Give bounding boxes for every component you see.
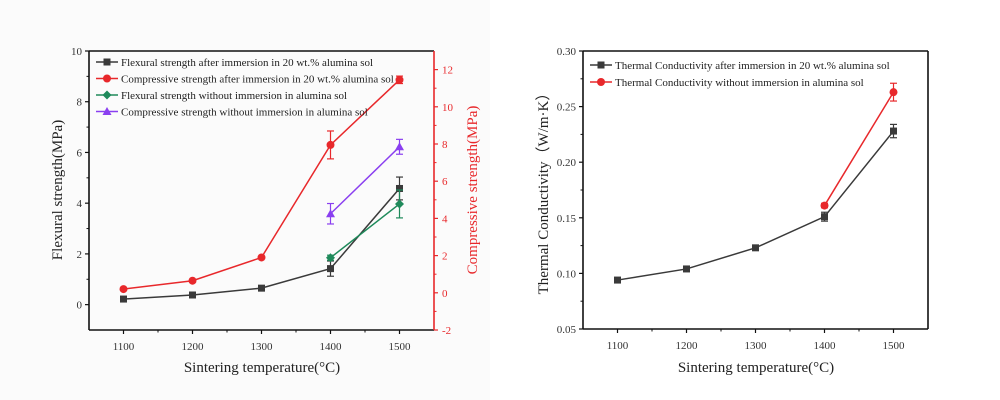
x-tick-label: 1500 [883,340,906,352]
left-chart-x-axis-title: Sintering temperature(°C) [184,360,340,376]
data-point [820,201,829,210]
legend-label: Compressive strength after immersion in … [121,74,394,86]
legend-label: Flexural strength after immersion in 20 … [121,57,373,69]
left-chart: Sintering temperature(°C) Flexural stren… [50,46,481,376]
right-chart-y-axis-title: Thermal Conductivity（W/m·K） [535,86,552,295]
y-tick-label: 0.05 [557,324,577,336]
y2-tick-label: 8 [442,139,448,151]
y-tick-label: 0.15 [557,213,577,225]
legend-marker [103,74,111,83]
x-tick-label: 1200 [182,341,205,353]
x-tick-label: 1200 [676,340,699,352]
y-tick-label: 6 [77,147,83,159]
right-chart-x-axis-title: Sintering temperature(°C) [678,360,834,376]
y-tick-label: 0.25 [557,102,577,114]
data-point [890,127,897,135]
data-point [120,295,127,303]
data-point [395,75,404,84]
data-point [326,209,335,218]
y-tick-label: 0.20 [557,157,577,169]
x-tick-label: 1100 [113,341,135,353]
y2-tick-label: 2 [442,251,448,263]
series-line [823,91,895,206]
y2-tick-label: -2 [442,325,451,337]
legend-label: Thermal Conductivity after immersion in … [615,60,890,72]
data-point [189,291,196,299]
x-tick-label: 1100 [607,340,629,352]
data-point [326,253,335,263]
x-tick-label: 1500 [389,341,412,353]
y2-tick-label: 12 [442,65,453,77]
y-tick-label: 8 [77,97,83,109]
data-point [683,265,690,273]
x-tick-label: 1400 [814,340,837,352]
x-tick-label: 1300 [251,341,274,353]
legend-marker [597,61,605,69]
y-tick-label: 0 [77,300,83,312]
data-point [752,244,759,252]
legend-marker [103,58,111,66]
data-point [396,184,403,192]
y-tick-label: 0.10 [557,268,577,280]
data-point [327,265,334,273]
data-point [821,213,828,221]
series-line [617,130,895,281]
right-chart: Sintering temperature(°C) Thermal Conduc… [535,46,929,376]
data-point [395,199,404,209]
data-point [119,285,128,294]
data-point [889,88,898,97]
legend-marker [597,78,605,86]
y2-tick-label: 4 [442,213,448,225]
x-tick-label: 1400 [320,341,343,353]
legend-label: Thermal Conductivity without immersion i… [615,77,864,89]
data-point [257,253,266,262]
y-tick-label: 0.30 [557,46,577,58]
left-chart-y-axis-title: Flexural strength(MPa) [50,120,66,260]
left-panel-background [0,0,490,400]
series-line [329,146,401,215]
data-point [188,276,197,285]
left-chart-y2-axis-title: Compressive strength(MPa) [465,106,481,275]
legend-label: Compressive strength without immersion i… [121,107,368,119]
data-point [614,276,621,284]
y2-tick-label: 0 [442,288,448,300]
series-line [330,203,400,259]
y-tick-label: 4 [77,198,83,210]
data-point [258,284,265,292]
y-tick-label: 2 [77,249,83,261]
x-tick-label: 1300 [745,340,768,352]
legend-marker [102,90,112,100]
data-point [395,142,404,151]
legend-label: Flexural strength without immersion in a… [121,90,347,102]
data-point [326,140,335,149]
y2-tick-label: 10 [442,102,454,114]
series-line [123,187,401,300]
legend-marker [102,107,112,115]
y2-tick-label: 6 [442,176,448,188]
y-tick-label: 10 [71,46,83,58]
